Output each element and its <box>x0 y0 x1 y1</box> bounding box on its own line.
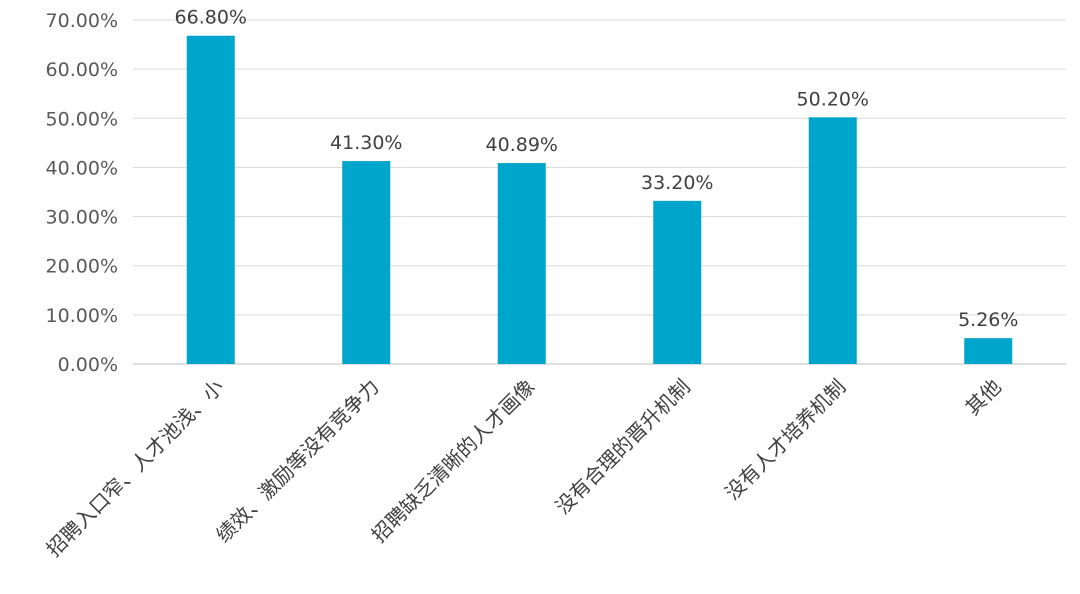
category-label: 招聘入口窄、人才池浅、小 <box>42 375 229 562</box>
bar <box>186 35 235 365</box>
bar <box>653 200 702 364</box>
bar <box>497 163 546 364</box>
y-axis-tick-labels: 0.00% 10.00% 20.00% 30.00% 40.00% 50.00% 60.00… <box>46 10 118 376</box>
y-tick-label: 40.00% <box>46 157 118 179</box>
category-label: 其他 <box>961 375 1006 420</box>
data-label: 5.26% <box>958 309 1018 331</box>
y-tick-label: 50.00% <box>46 108 118 130</box>
y-tick-label: 0.00% <box>58 354 118 376</box>
data-label: 33.20% <box>641 172 713 194</box>
category-label: 招聘缺乏清晰的人才画像 <box>367 375 540 548</box>
y-tick-label: 20.00% <box>46 256 118 278</box>
y-tick-label: 70.00% <box>46 10 118 32</box>
gridlines <box>133 19 1066 365</box>
y-tick-label: 60.00% <box>46 59 118 81</box>
bar <box>964 338 1013 364</box>
bar <box>342 161 391 364</box>
bars <box>186 35 1013 365</box>
data-label: 50.20% <box>797 88 869 110</box>
y-tick-label: 10.00% <box>46 305 118 327</box>
data-labels: 66.80% 41.30% 40.89% 33.20% 50.20% 5.26% <box>175 7 1019 331</box>
category-label: 没有合理的晋升机制 <box>551 375 695 519</box>
category-label: 绩效、激励等没有竞争力 <box>211 375 384 548</box>
data-label: 40.89% <box>486 134 558 156</box>
data-label: 41.30% <box>330 132 402 154</box>
category-label: 没有人才培养机制 <box>720 375 850 505</box>
y-tick-label: 30.00% <box>46 207 118 229</box>
data-label: 66.80% <box>175 7 247 29</box>
bar <box>808 117 857 364</box>
